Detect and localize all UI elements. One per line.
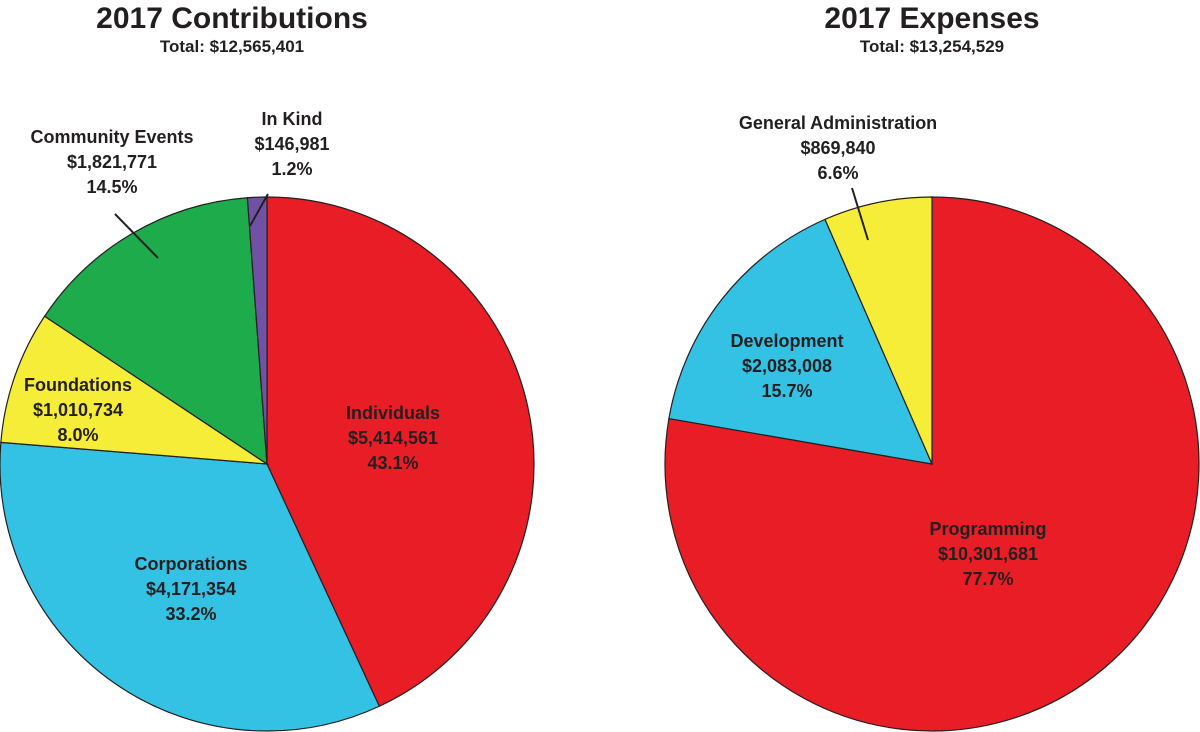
slice-label-amount-corporations: $4,171,354 (146, 579, 236, 599)
slice-label-amount-in-kind: $146,981 (254, 134, 329, 154)
pie-slice-corporations (0, 441, 381, 732)
expenses-subtitle: Total: $13,254,529 (859, 37, 1005, 56)
pie-slice-development (668, 218, 933, 465)
slice-label-percent-in-kind: 1.2% (271, 159, 312, 179)
slice-label-name-general-administration: General Administration (739, 113, 937, 133)
slice-label-percent-programming: 77.7% (962, 569, 1013, 589)
leader-line-general-administration (851, 187, 869, 241)
slice-label-amount-programming: $10,301,681 (938, 544, 1038, 564)
slice-label-name-in-kind: In Kind (262, 109, 323, 129)
contributions-title: 2017 Contributions (96, 2, 368, 35)
slice-label-percent-development: 15.7% (761, 381, 812, 401)
leader-line-in-kind (249, 193, 269, 227)
pie-slice-community-events (43, 197, 268, 466)
slice-label-name-programming: Programming (929, 519, 1046, 539)
slice-label-percent-community-events: 14.5% (86, 177, 137, 197)
slice-label-name-individuals: Individuals (346, 403, 440, 423)
slice-label-percent-individuals: 43.1% (367, 453, 418, 473)
pie-slice-foundations (0, 315, 270, 465)
leader-line-community-events (114, 213, 159, 259)
contributions-pie: Individuals $5,414,561 43.1% Corporations $4… (0, 109, 535, 732)
slice-label-name-community-events: Community Events (30, 127, 193, 147)
expenses-pie: Programming $10,301,681 77.7% Development $2… (664, 113, 1200, 732)
pie-slice-individuals (266, 196, 535, 708)
slice-label-name-foundations: Foundations (24, 375, 132, 395)
pie-slice-general-administration (824, 196, 933, 465)
slice-label-amount-general-administration: $869,840 (800, 138, 875, 158)
slice-label-amount-foundations: $1,010,734 (33, 400, 123, 420)
expenses-title: 2017 Expenses (824, 2, 1040, 35)
slice-label-amount-individuals: $5,414,561 (348, 428, 438, 448)
contributions-subtitle: Total: $12,565,401 (159, 37, 305, 56)
slice-label-percent-foundations: 8.0% (57, 425, 98, 445)
slice-label-percent-general-administration: 6.6% (817, 163, 858, 183)
slice-label-name-development: Development (730, 331, 843, 351)
slice-label-percent-corporations: 33.2% (165, 604, 216, 624)
slice-label-name-corporations: Corporations (134, 554, 247, 574)
slice-label-amount-development: $2,083,008 (742, 356, 832, 376)
slice-label-amount-community-events: $1,821,771 (67, 152, 157, 172)
